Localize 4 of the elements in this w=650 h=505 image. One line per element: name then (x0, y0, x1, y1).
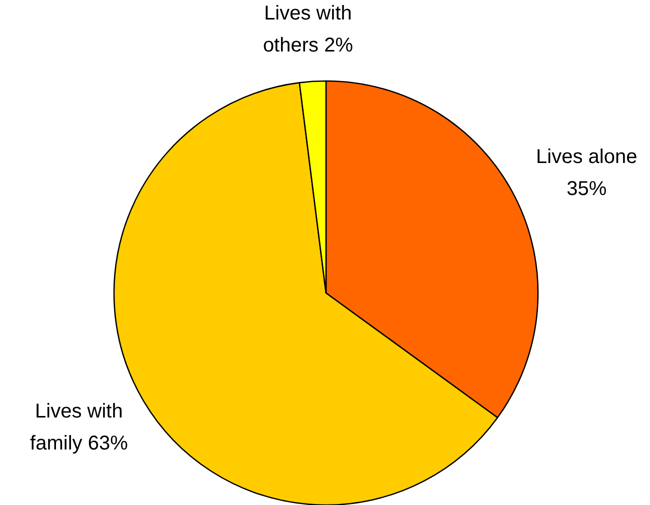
data-label: 35% (566, 178, 607, 200)
slice-label: Lives with others 2% (262, 2, 354, 57)
slice-label: Lives alone (536, 146, 638, 168)
slice-label: Lives with family 63% (30, 400, 128, 454)
